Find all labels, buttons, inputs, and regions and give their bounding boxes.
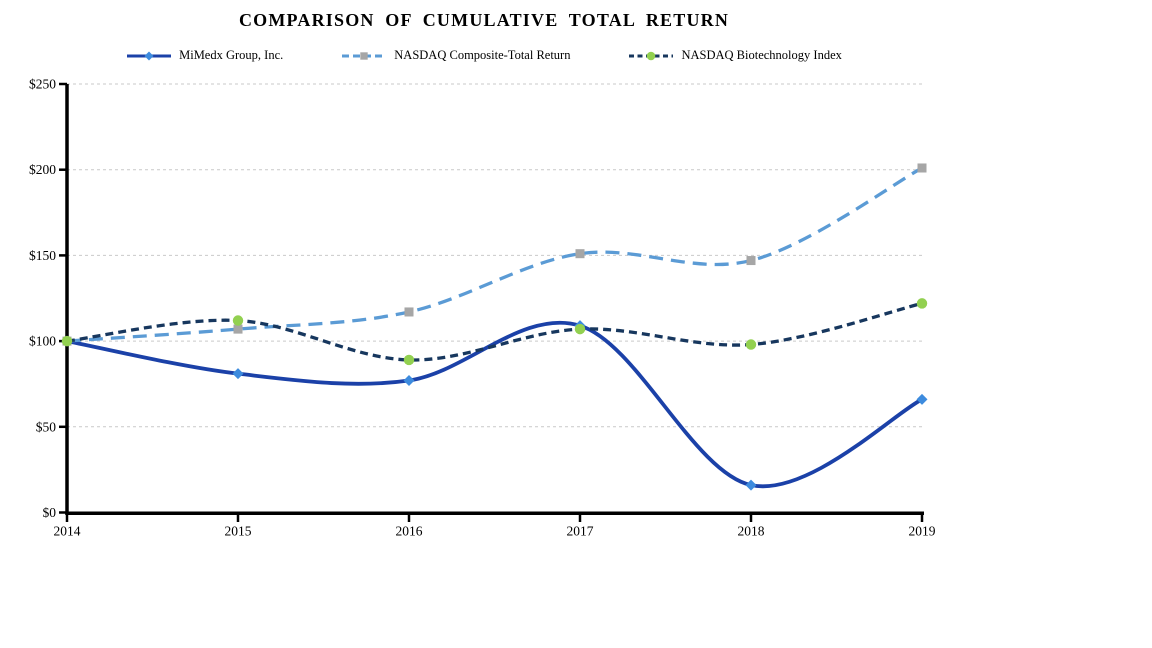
- series-marker-nasdaq-biotech: [232, 315, 244, 326]
- series-marker-nasdaq-biotech: [574, 323, 586, 335]
- chart-title: COMPARISON OF CUMULATIVE TOTAL RETURN: [238, 10, 730, 30]
- series-marker-nasdaq-biotech: [916, 298, 928, 309]
- series-marker-mimedx: [745, 479, 757, 491]
- x-tick-label: 2014: [54, 524, 81, 539]
- legend-marker-mimedx: [144, 51, 154, 60]
- x-tick-label: 2018: [738, 524, 765, 539]
- x-tick-label: 2019: [909, 524, 936, 539]
- series-line-nasdaq-composite: [66, 166, 923, 343]
- y-tick-label: $50: [36, 419, 57, 434]
- legend-item-mimedx: MiMedx Group, Inc.: [126, 48, 283, 63]
- series-line-nasdaq-biotech: [66, 301, 923, 362]
- legend-item-nasdaq-composite: NASDAQ Composite-Total Return: [341, 48, 570, 63]
- legend-marker-nasdaq-composite: [360, 51, 368, 60]
- x-tick-label: 2016: [396, 524, 423, 539]
- series-marker-nasdaq-biotech: [61, 335, 73, 347]
- series-marker-mimedx: [232, 368, 244, 380]
- y-tick-label: $0: [43, 505, 57, 520]
- x-tick-label: 2015: [225, 524, 252, 539]
- series-marker-nasdaq-biotech: [745, 339, 757, 350]
- legend-label-nasdaq-biotech: NASDAQ Biotechnology Index: [681, 48, 842, 62]
- series-marker-mimedx: [916, 393, 928, 405]
- legend-item-nasdaq-biotech: NASDAQ Biotechnology Index: [628, 48, 842, 63]
- series-marker-nasdaq-composite: [575, 249, 585, 259]
- series-marker-nasdaq-composite: [233, 324, 243, 334]
- series-marker-nasdaq-composite: [917, 163, 927, 173]
- y-tick-label: $200: [29, 162, 56, 177]
- y-tick-label: $150: [29, 248, 56, 263]
- x-tick-label: 2017: [567, 524, 594, 539]
- mimedx-line-diamond-icon: [127, 51, 172, 60]
- legend-marker-nasdaq-biotech: [647, 51, 656, 60]
- y-tick-label: $100: [29, 334, 56, 349]
- legend-label-mimedx: MiMedx Group, Inc.: [179, 48, 284, 62]
- series-marker-nasdaq-composite: [746, 256, 756, 266]
- chart-legend: MiMedx Group, Inc. NASDAQ Composite-Tota…: [0, 48, 968, 63]
- y-tick-label: $250: [29, 77, 56, 92]
- series-marker-mimedx: [403, 375, 415, 387]
- legend-label-nasdaq-composite: NASDAQ Composite-Total Return: [394, 48, 571, 62]
- series-marker-nasdaq-composite: [404, 307, 414, 317]
- series-marker-nasdaq-biotech: [403, 354, 415, 366]
- nasdaq-composite-line-square-icon: [342, 51, 387, 60]
- series-line-mimedx: [66, 320, 923, 489]
- nasdaq-biotech-line-circle-icon: [629, 51, 674, 60]
